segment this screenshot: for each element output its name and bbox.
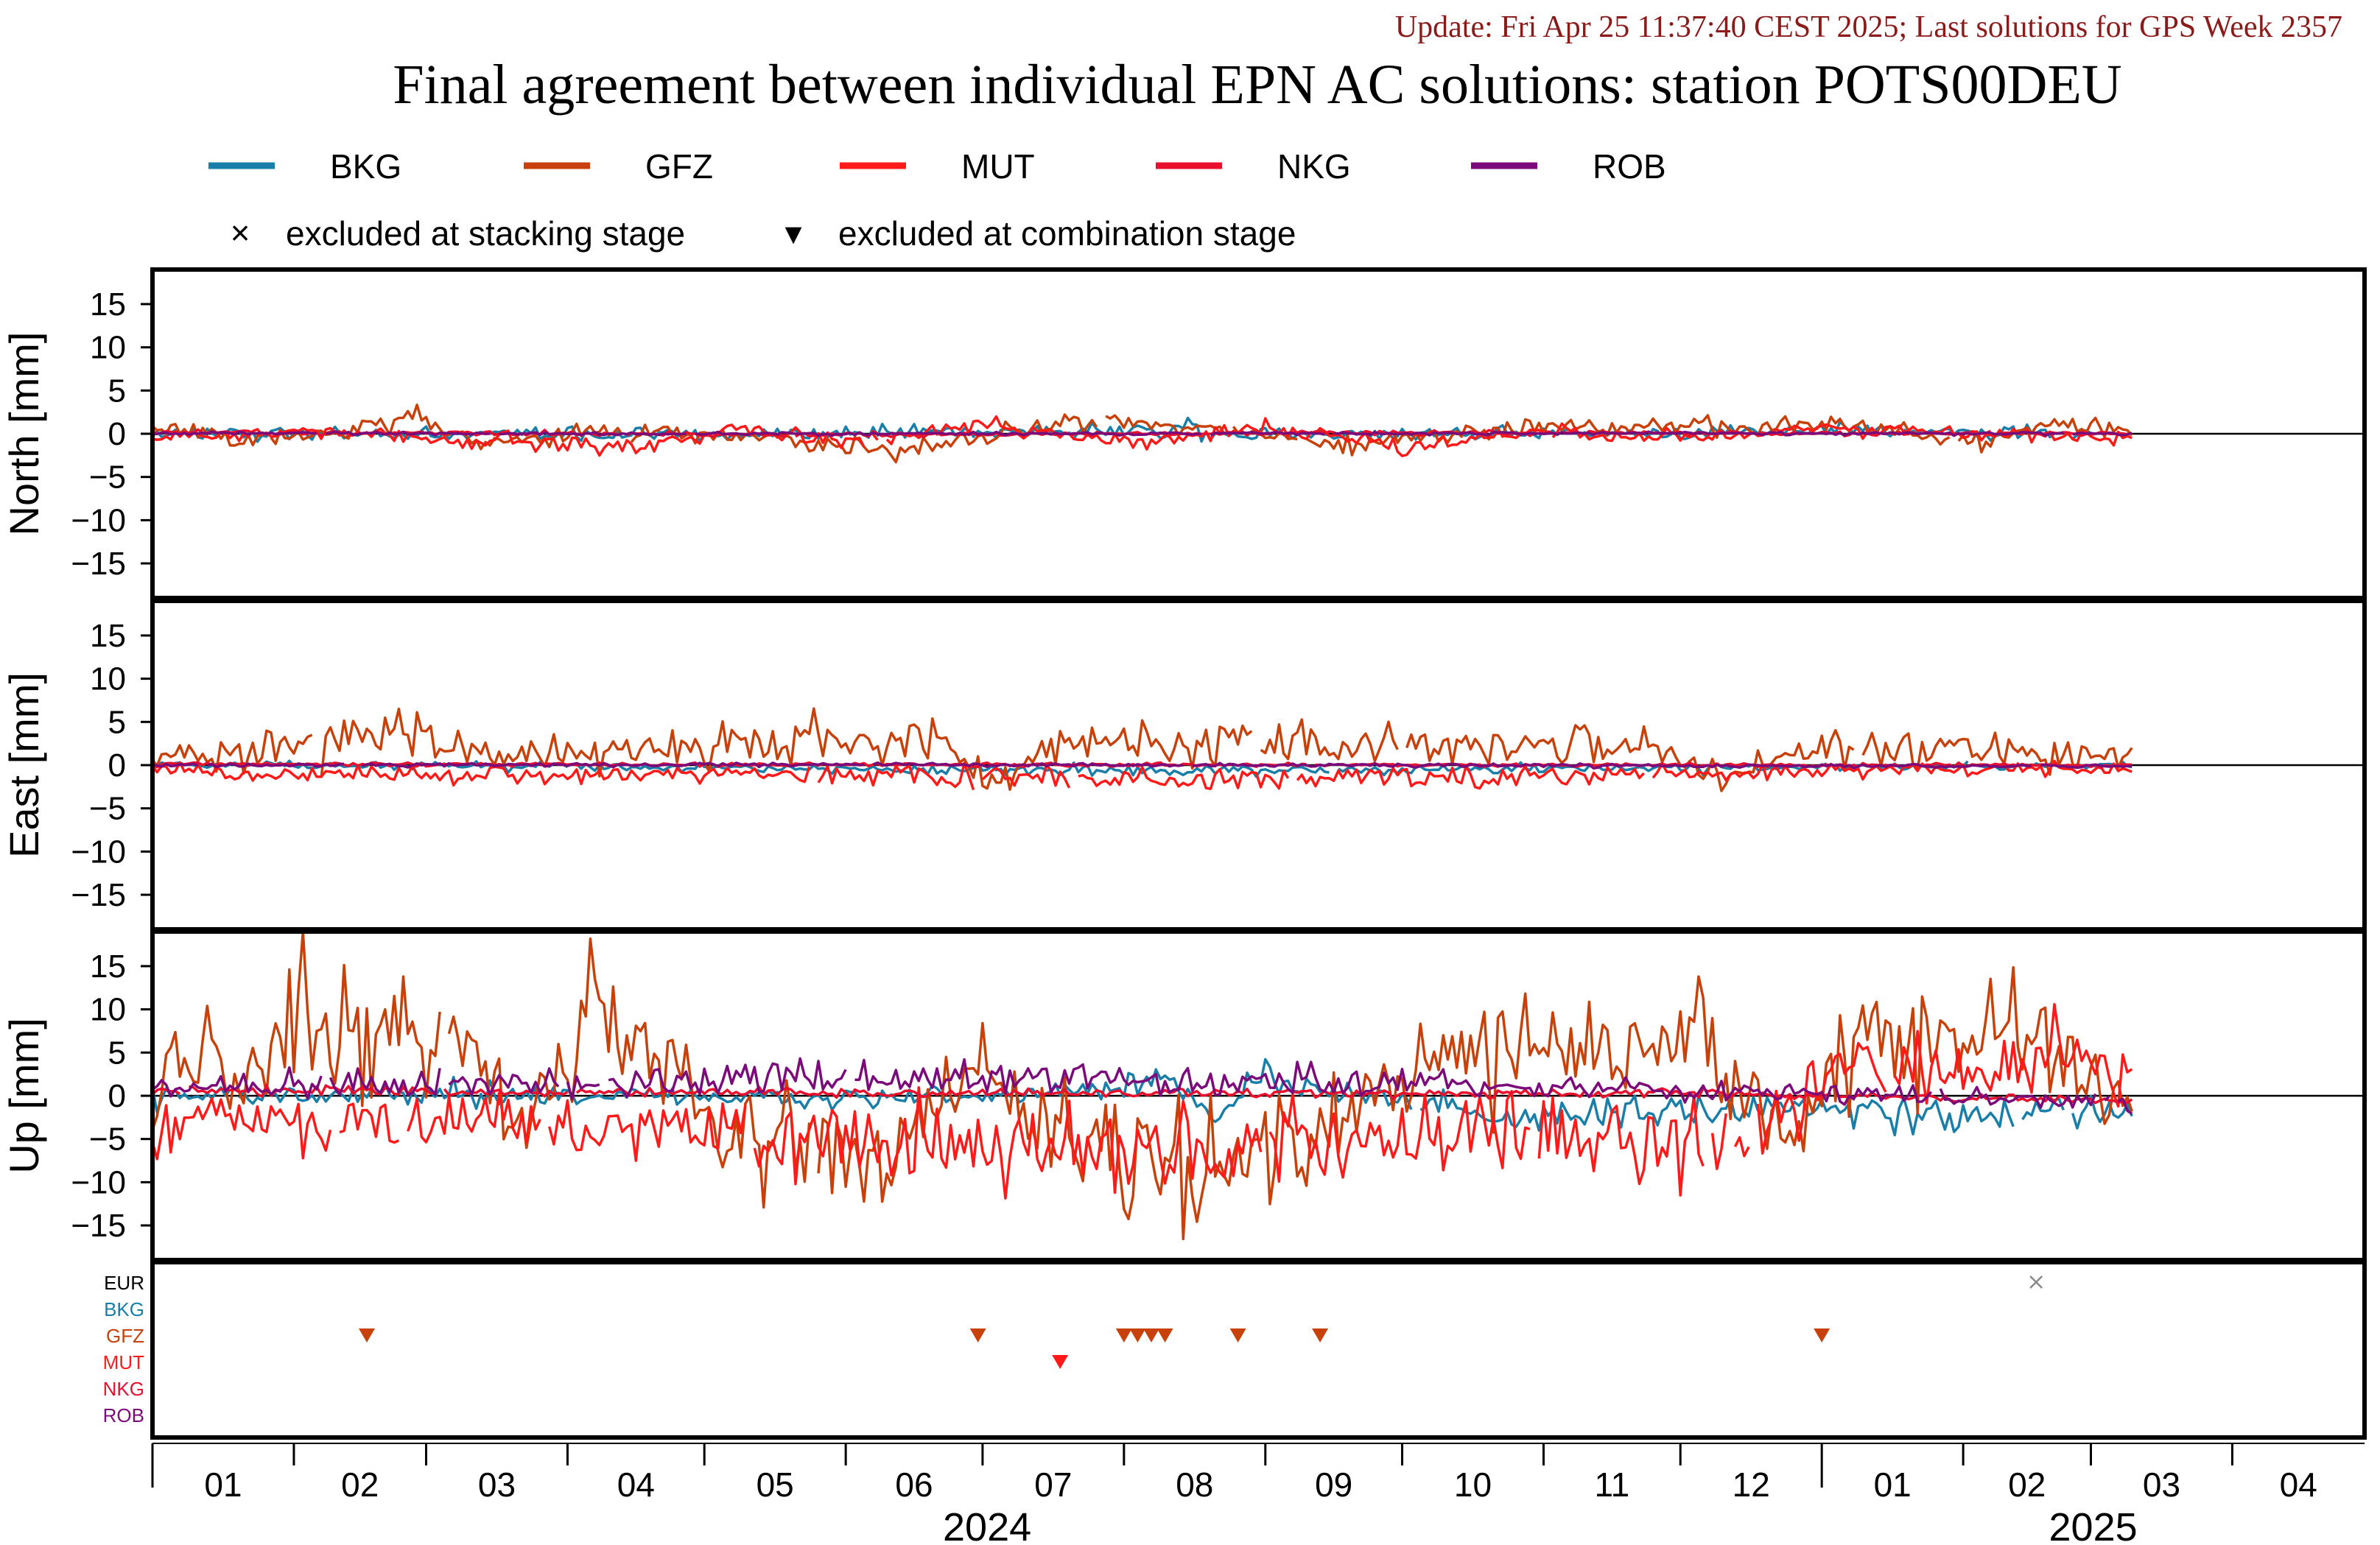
series-nkg-line — [151, 1083, 2133, 1105]
y-tick-label: 0 — [108, 416, 126, 452]
update-timestamp: Update: Fri Apr 25 11:37:40 CEST 2025; L… — [1395, 10, 2342, 44]
combination-exclusion-marker — [1115, 1328, 1132, 1342]
combination-exclusion-marker — [1156, 1328, 1173, 1342]
month-label: 09 — [1315, 1465, 1352, 1504]
panel-north: 15 10 5 0 −5 −10 −15 North [mm] — [1, 267, 2367, 600]
y-axis-label: East [mm] — [1, 672, 47, 858]
series-rob-line — [152, 429, 2132, 437]
legend-item-bkg: BKG — [208, 147, 401, 186]
exclusion-row-label: EUR — [104, 1272, 144, 1294]
exclusion-row-label: MUT — [103, 1351, 144, 1373]
stacking-marker-label: excluded at stacking stage — [286, 214, 685, 253]
legend-label-bkg: BKG — [330, 147, 401, 186]
y-tick-label: 15 — [90, 949, 126, 985]
y-tick-label: 5 — [108, 704, 126, 740]
month-label: 02 — [2008, 1465, 2046, 1504]
month-label: 08 — [1176, 1465, 1213, 1504]
y-tick-label: −15 — [71, 1208, 126, 1244]
series-bkg-line — [151, 1057, 2133, 1137]
combination-exclusion-marker — [1129, 1328, 1146, 1342]
y-axis-label: Up [mm] — [1, 1018, 47, 1174]
combination-exclusion-marker — [1052, 1355, 1069, 1369]
legend: BKG GFZ MUT NKG ROB × excluded at stacki… — [208, 147, 1666, 253]
combination-exclusion-marker — [1312, 1328, 1329, 1342]
year-label: 2024 — [943, 1505, 1031, 1545]
y-tick-label: 0 — [108, 1078, 126, 1114]
series-nkg-line — [152, 428, 2132, 439]
month-label: 05 — [757, 1465, 794, 1504]
series-gfz-line — [151, 707, 2133, 792]
combination-exclusion-marker — [969, 1328, 986, 1342]
y-tick-label: 15 — [90, 286, 126, 323]
stacking-exclusion-marker — [2029, 1275, 2043, 1289]
stacking-marker-icon: × — [231, 214, 250, 252]
y-tick-label: −5 — [89, 1122, 126, 1158]
combination-exclusion-marker — [1814, 1328, 1830, 1342]
time-axis: 01 02 03 04 05 06 07 08 09 10 11 12 01 02 03 04 2024 2025 — [151, 1443, 2365, 1545]
exclusion-frame — [150, 1260, 2367, 1440]
month-label: 12 — [1733, 1465, 1770, 1504]
y-tick-label: −15 — [71, 877, 126, 913]
exclusion-row-label: ROB — [103, 1404, 144, 1426]
legend-item-mut: MUT — [840, 147, 1035, 186]
month-label: 02 — [341, 1465, 379, 1504]
exclusion-row-label: BKG — [104, 1298, 144, 1320]
y-tick-label: 10 — [90, 661, 126, 697]
series-mut-line — [151, 1002, 2133, 1200]
series-bkg-line — [152, 759, 2132, 778]
y-axis-label: North [mm] — [1, 332, 47, 536]
y-tick-label: −10 — [71, 834, 126, 870]
series-rob-line — [152, 761, 2132, 770]
month-label: 01 — [1874, 1465, 1912, 1504]
legend-item-nkg: NKG — [1156, 147, 1351, 186]
month-label: 04 — [617, 1465, 655, 1504]
legend-marker-stacking: × excluded at stacking stage — [231, 214, 686, 253]
legend-label-gfz: GFZ — [645, 147, 713, 186]
y-tick-label: 15 — [90, 618, 126, 654]
month-label: 07 — [1034, 1465, 1072, 1504]
exclusion-panel: EUR BKG GFZ MUT NKG ROB — [103, 1260, 2367, 1440]
legend-item-rob: ROB — [1471, 147, 1666, 186]
panel-up: 15 10 5 0 −5 −10 −15 Up [mm] — [1, 929, 2367, 1262]
series-mut-line — [152, 415, 2132, 457]
combination-marker-label: excluded at combination stage — [838, 214, 1296, 253]
y-tick-label: −15 — [71, 546, 126, 582]
combination-exclusion-marker — [1142, 1328, 1159, 1342]
y-tick-label: 10 — [90, 330, 126, 366]
y-tick-label: 5 — [108, 373, 126, 409]
chart-title: Final agreement between individual EPN A… — [393, 54, 2121, 116]
legend-marker-combination: ▾ excluded at combination stage — [784, 214, 1296, 253]
y-tick-label: −5 — [89, 460, 126, 496]
legend-label-mut: MUT — [961, 147, 1035, 186]
y-tick-label: −10 — [71, 502, 126, 538]
combination-exclusion-marker — [359, 1328, 376, 1342]
month-label: 03 — [478, 1465, 516, 1504]
exclusion-row-label: NKG — [103, 1378, 144, 1400]
month-label: 11 — [1594, 1465, 1629, 1504]
exclusion-row-label: GFZ — [106, 1325, 144, 1347]
y-tick-label: 10 — [90, 992, 126, 1028]
month-label: 01 — [204, 1465, 242, 1504]
legend-item-gfz: GFZ — [524, 147, 713, 186]
legend-label-rob: ROB — [1593, 147, 1666, 186]
month-label: 10 — [1454, 1465, 1492, 1504]
y-tick-label: −10 — [71, 1164, 126, 1200]
month-label: 06 — [895, 1465, 933, 1504]
y-tick-label: 0 — [108, 747, 126, 784]
series-mut-line — [151, 759, 2132, 791]
year-label: 2025 — [2049, 1505, 2138, 1545]
legend-label-nkg: NKG — [1277, 147, 1351, 186]
y-tick-label: 5 — [108, 1035, 126, 1071]
y-tick-label: −5 — [89, 791, 126, 827]
month-label: 03 — [2143, 1465, 2180, 1504]
panel-east: 15 10 5 0 −5 −10 −15 East [mm] — [1, 599, 2367, 932]
month-label: 04 — [2280, 1465, 2317, 1504]
combination-exclusion-marker — [1229, 1328, 1246, 1342]
residual-panels: 15 10 5 0 −5 −10 −15 North [mm] 15 10 5 0 −5 −10 −15 Ea… — [1, 267, 2367, 1262]
combination-marker-icon: ▾ — [784, 214, 801, 252]
series-rob-line — [152, 1057, 2133, 1115]
